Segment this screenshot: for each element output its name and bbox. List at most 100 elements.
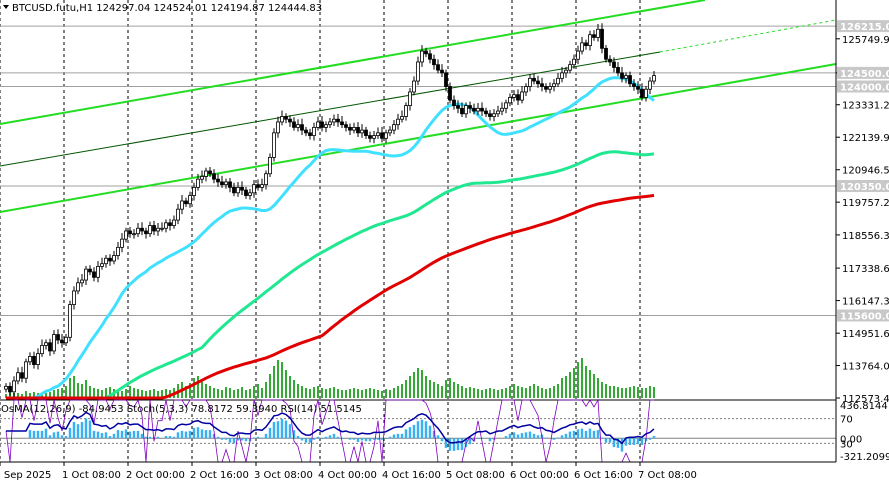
candle-body [512,94,516,98]
candle-body [288,118,292,123]
candle-body [72,290,76,305]
candle-body [208,170,212,175]
level-price-box [837,66,889,79]
candle-body [592,34,596,38]
candle-body [152,225,156,232]
indicator-label: OsMA(12,26,9) -84.9453 Stoch(5,3,3) 78.8… [1,404,362,415]
candles [4,23,656,397]
candle-body [164,222,168,229]
candle-body [64,336,68,344]
candle-body [116,246,120,256]
candle-body [204,170,208,177]
candle-body [528,77,532,87]
candle-body [472,107,476,112]
channel-mid-line [0,51,661,167]
candle-body [576,50,580,60]
candle-body [232,186,236,194]
candle-body [68,304,72,338]
candle-body [544,86,548,90]
price-tick-label: 116147.30 [842,297,889,308]
candle-body [316,121,320,128]
time-tick-label: 3 Oct 08:00 [254,470,313,481]
time-tick-label: 4 Oct 16:00 [382,470,441,481]
time-tick-label: 6 Oct 00:00 [510,470,569,481]
candle-body [260,184,264,188]
candle-body [268,156,272,175]
candle-body [380,132,384,139]
candle-body [336,118,340,123]
candle-body [356,126,360,134]
level-price-label: 120350.00 [840,182,889,193]
candle-body [612,61,616,68]
candle-body [252,184,256,194]
level-price-box [837,80,889,93]
candle-body [640,88,644,98]
indicator-panel: OsMA(12,26,9) -84.9453 Stoch(5,3,3) 78.8… [0,398,836,463]
candle-body [312,126,316,136]
time-tick-label: 7 Oct 08:00 [638,470,697,481]
candle-body [132,233,136,236]
candle-body [184,200,188,205]
candle-body [448,86,452,101]
candle-body [120,238,124,248]
candle-body [276,121,280,134]
candle-body [240,186,244,191]
candle-body [520,91,524,101]
time-tick-label: 2 Oct 00:00 [126,470,185,481]
candle-body [584,42,588,47]
candle-body [620,72,624,79]
candle-body [364,129,368,136]
candle-body [176,208,180,221]
channel-lower-line [0,63,837,213]
indicator-scale-label: 436.8144 [840,401,888,412]
candle-body [100,263,104,267]
indicator-scale-label: -321.2099 [840,452,889,463]
candle-body [172,219,176,226]
level-price-box [837,180,889,193]
candle-body [516,94,520,101]
chart-header: BTCUSD.futu,H1 124297.04 124524.01 12419… [3,3,322,14]
candle-body [304,129,308,134]
candle-body [432,58,436,66]
candle-body [84,268,88,281]
candle-body [264,173,268,186]
candle-body [440,69,444,74]
collapse-arrow-icon[interactable] [3,5,9,9]
candle-body [460,107,464,115]
level-price-box [837,20,889,33]
candle-body [300,124,304,131]
candle-body [404,105,408,117]
candle-body [352,126,356,131]
candle-body [156,227,160,232]
price-tick-label: 125749.90 [842,35,889,46]
candle-body [256,184,260,188]
candle-body [124,230,128,240]
candle-body [224,181,228,186]
candle-body [180,200,184,210]
axes [0,0,837,463]
candle-body [40,345,44,355]
candle-body [284,116,288,120]
moving-average-line [6,193,655,400]
candle-body [508,97,512,104]
candle-body [372,135,376,139]
time-tick-label: 5 Oct 08:00 [446,470,505,481]
indicator-scale-label: 30 [840,439,853,450]
price-tick-label: 118556.30 [842,231,889,242]
candle-body [244,189,248,196]
candle-body [112,255,116,262]
candle-body [16,372,20,382]
candle-body [20,372,24,379]
candle-body [320,121,324,128]
candle-body [572,58,576,66]
candle-body [500,107,504,112]
candle-body [424,50,428,55]
price-tick-label: 119757.20 [842,198,889,209]
candle-body [368,135,372,139]
candle-body [548,86,552,90]
level-price-label: 124500.00 [840,69,889,80]
candle-body [484,110,488,115]
candle-body [644,88,648,98]
candle-body [444,72,448,87]
